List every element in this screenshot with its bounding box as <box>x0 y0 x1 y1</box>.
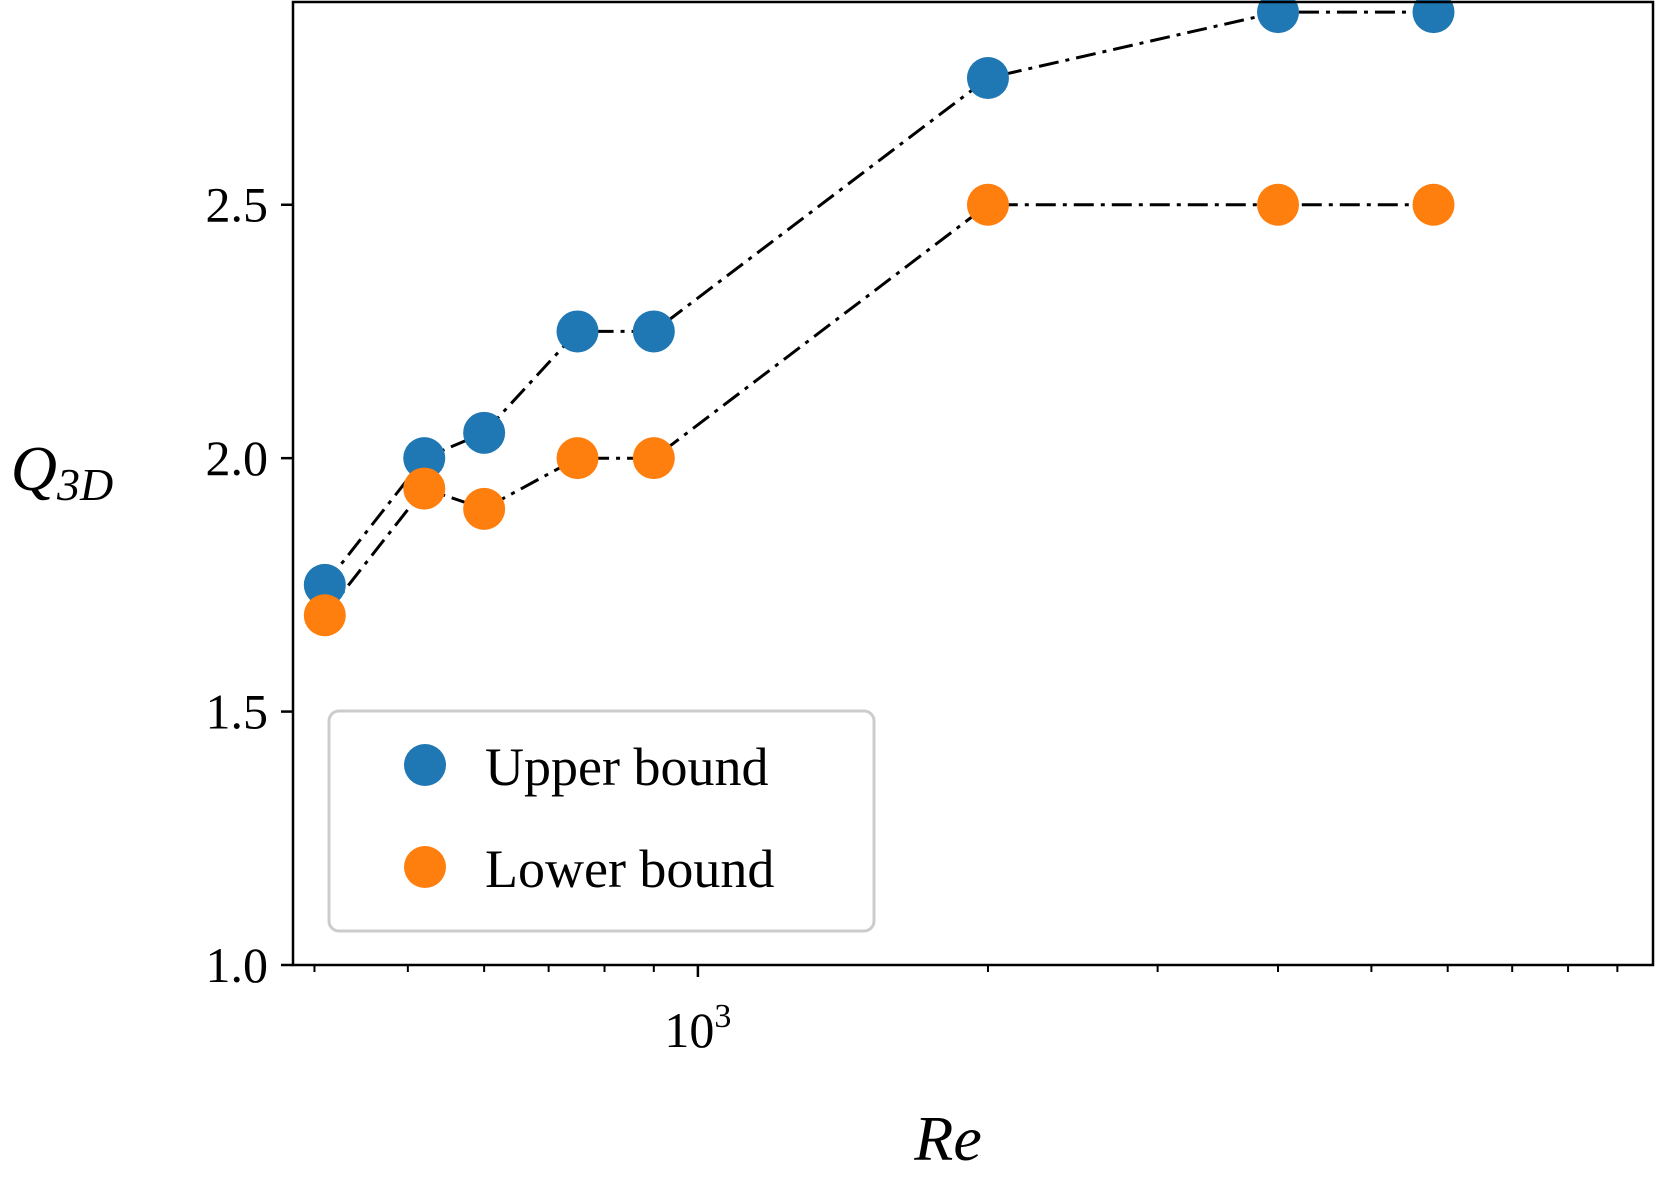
legend: Upper bound Lower bound <box>327 709 876 933</box>
point-s1-1 <box>403 467 446 510</box>
y-axis-label-main: Q <box>11 433 57 504</box>
point-s0-3 <box>556 310 599 353</box>
point-s0-0 <box>303 563 346 606</box>
point-s1-6 <box>1257 183 1300 226</box>
axes: 1.0 1.5 2.0 2.5 103 <box>206 0 1655 1058</box>
x-tick-label-0: 103 <box>664 998 731 1058</box>
point-s0-5 <box>966 57 1009 100</box>
y-tick-label-2: 2.0 <box>206 430 269 486</box>
y-tick-label-0: 1.0 <box>206 937 269 993</box>
legend-label-upper: Upper bound <box>485 737 768 797</box>
y-axis-label-sub: 3D <box>56 459 113 510</box>
point-s0-1 <box>403 437 446 480</box>
point-s0-7 <box>1412 0 1455 34</box>
y-tick-label-3: 2.5 <box>206 177 269 233</box>
plot-frame <box>291 0 1655 967</box>
point-s1-2 <box>463 487 506 530</box>
point-s1-7 <box>1412 183 1455 226</box>
legend-label-lower: Lower bound <box>485 839 774 899</box>
point-s1-3 <box>556 437 599 480</box>
y-axis-label: Q3D <box>11 433 113 510</box>
legend-marker-lower <box>404 846 446 888</box>
y-tick-label-1: 1.5 <box>206 684 269 740</box>
legend-marker-upper <box>404 744 446 786</box>
series-points <box>303 0 1455 637</box>
x-axis-label: Re <box>913 1103 982 1174</box>
point-s1-5 <box>966 183 1009 226</box>
point-s0-2 <box>463 411 506 454</box>
series-line-1 <box>323 203 1434 617</box>
point-s0-6 <box>1257 0 1300 34</box>
legend-frame <box>327 709 876 933</box>
point-s1-0 <box>303 594 346 637</box>
point-s0-4 <box>632 310 675 353</box>
point-s1-4 <box>632 437 675 480</box>
